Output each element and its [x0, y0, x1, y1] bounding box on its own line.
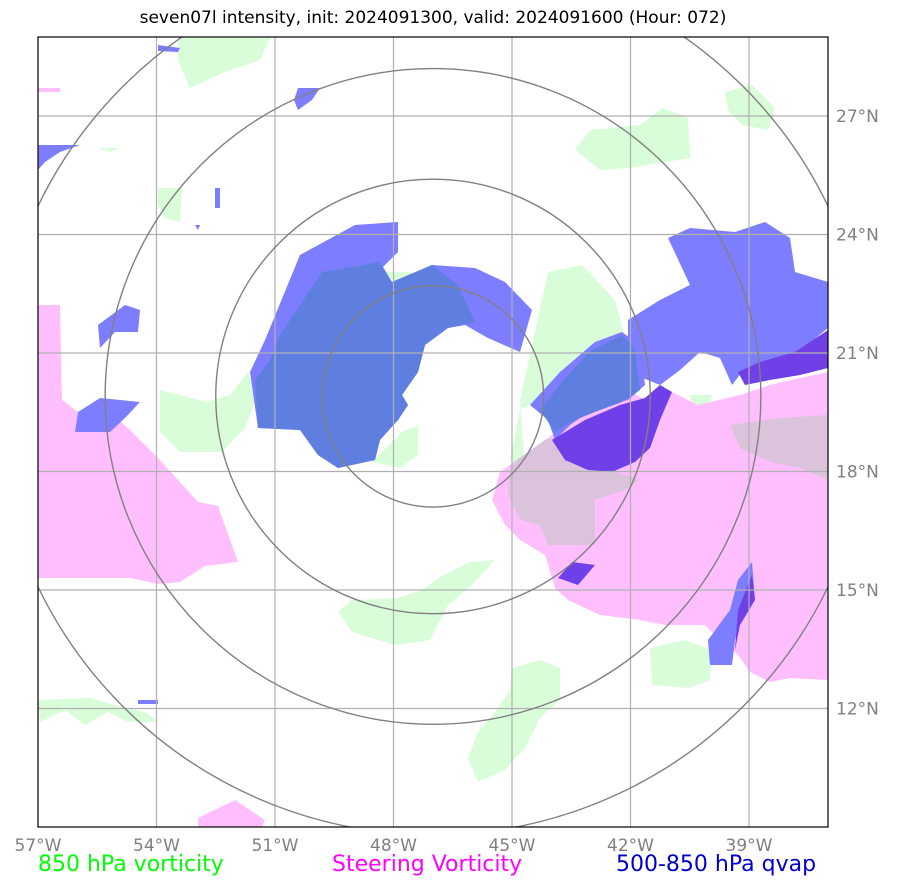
- lon-tick-label: 42°W: [607, 836, 654, 856]
- qvap-patch: [628, 222, 828, 385]
- lat-tick-label: 24°N: [836, 226, 879, 246]
- vorticity-850-patch: [158, 188, 182, 222]
- vorticity-850-patch: [725, 85, 775, 130]
- lon-tick-label: 48°W: [370, 836, 417, 856]
- range-ring: [321, 285, 545, 508]
- lon-tick-label: 51°W: [252, 836, 299, 856]
- vorticity-850-patch: [372, 425, 418, 468]
- tick-labels: 57°W 54°W 51°W 48°W 45°W 42°W 39°W 27°N 24°N 21°N…: [15, 107, 879, 856]
- vorticity-850-patch: [178, 37, 270, 88]
- overlap-patch: [730, 415, 828, 480]
- qvap-patch: [138, 700, 158, 704]
- steering-vorticity-patch: [38, 88, 60, 92]
- range-ring: [215, 178, 651, 615]
- qvap-patch: [215, 188, 220, 208]
- qvap-pink-overlap-patch: [735, 575, 755, 650]
- lat-tick-label: 21°N: [836, 344, 879, 364]
- range-rings: [38, 37, 828, 827]
- qvap-overlap-layer: [255, 262, 640, 468]
- lat-tick-label: 15°N: [836, 581, 879, 601]
- vorticity-850-patch: [468, 660, 560, 782]
- vorticity-850-patch: [98, 148, 120, 152]
- qvap-patch: [708, 562, 755, 665]
- lat-tick-label: 27°N: [836, 107, 879, 127]
- lon-tick-label: 45°W: [489, 836, 536, 856]
- grid-lines: [38, 37, 828, 827]
- vorticity-850-layer: [38, 37, 775, 782]
- overlap-patch: [508, 432, 640, 545]
- lat-tick-label: 12°N: [836, 700, 879, 720]
- legend-850-hpa-vorticity: 850 hPa vorticity: [38, 852, 224, 877]
- qvap-patch: [294, 88, 320, 110]
- lon-tick-label: 57°W: [15, 836, 62, 856]
- vorticity-850-patch: [160, 372, 256, 452]
- lat-tick-label: 18°N: [836, 463, 879, 483]
- qvap-patch: [98, 305, 140, 348]
- steering-vorticity-patch: [198, 800, 265, 827]
- lon-tick-label: 39°W: [726, 836, 773, 856]
- qvap-patch: [195, 225, 200, 230]
- steering-vorticity-patch: [38, 520, 60, 525]
- qvap-patch: [38, 145, 80, 170]
- vorticity-850-patch: [650, 640, 712, 688]
- map-plot-area: [38, 37, 828, 827]
- vorticity-850-patch: [575, 108, 690, 170]
- steering-vorticity-patch: [38, 305, 238, 584]
- vorticity-850-patch: [38, 698, 158, 725]
- qvap-pink-overlap-patch: [552, 385, 672, 472]
- plot-frame: [37, 36, 829, 828]
- range-ring: [104, 67, 762, 726]
- legend-steering-vorticity: Steering Vorticity: [332, 852, 523, 877]
- qvap-overlap-patch: [255, 262, 475, 468]
- overlap-layer: [508, 415, 828, 545]
- legend-qvap: 500-850 hPa qvap: [616, 852, 817, 877]
- vorticity-850-patch: [380, 272, 412, 285]
- chart-title: seven07l intensity, init: 2024091300, va…: [139, 8, 727, 28]
- qvap-overlap-patch: [540, 335, 640, 432]
- lon-tick-label: 54°W: [133, 836, 180, 856]
- qvap-patch: [75, 398, 140, 432]
- vorticity-850-patch: [338, 560, 495, 645]
